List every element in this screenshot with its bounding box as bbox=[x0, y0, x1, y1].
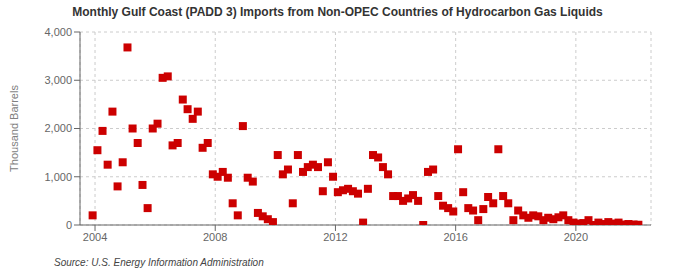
svg-text:2,000: 2,000 bbox=[44, 122, 72, 134]
svg-text:2004: 2004 bbox=[83, 231, 107, 243]
svg-text:1,000: 1,000 bbox=[44, 171, 72, 183]
svg-text:4,000: 4,000 bbox=[44, 26, 72, 38]
html-text:Monthly Gulf Coast (PADD 3) Im: Monthly Gulf Coast (PADD 3) Imports from… bbox=[72, 5, 603, 19]
svg-text:Thousand Barrels: Thousand Barrels bbox=[8, 85, 20, 172]
svg-text:0: 0 bbox=[66, 219, 72, 231]
svg-text:2008: 2008 bbox=[203, 231, 227, 243]
svg-text:3,000: 3,000 bbox=[44, 74, 72, 86]
svg-text:2012: 2012 bbox=[323, 231, 347, 243]
svg-text:2020: 2020 bbox=[564, 231, 588, 243]
html-text:Source: U.S. Energy Informatio: Source: U.S. Energy Information Administ… bbox=[54, 257, 264, 268]
svg-text:2016: 2016 bbox=[443, 231, 467, 243]
